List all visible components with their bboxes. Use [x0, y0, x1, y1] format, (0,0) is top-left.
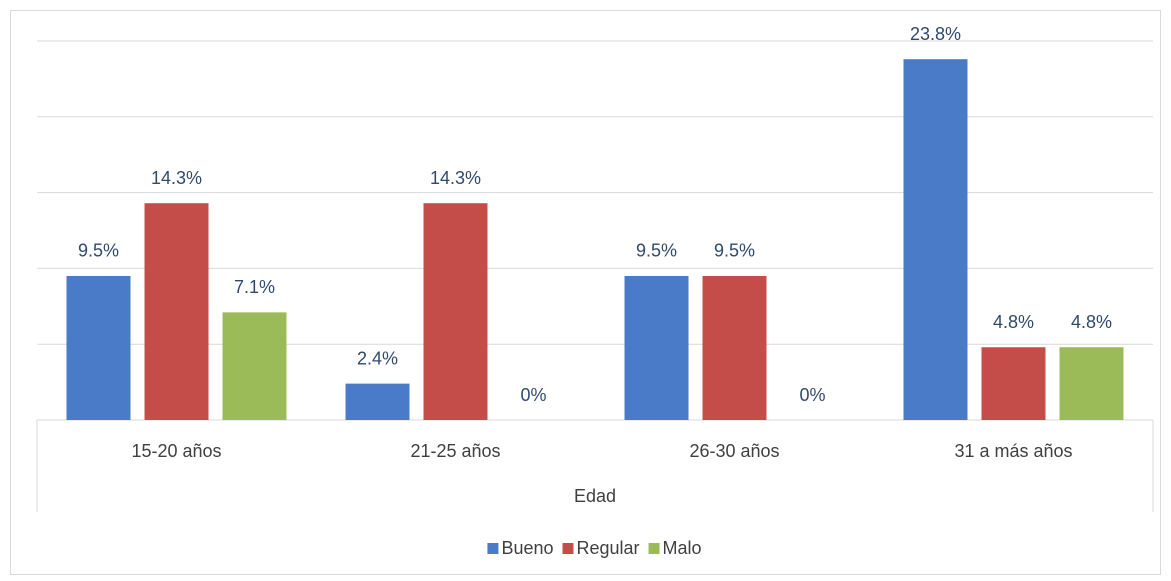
value-label: 9.5% [636, 241, 677, 261]
value-label: 2.4% [357, 348, 398, 368]
legend-label: Malo [663, 538, 702, 558]
legend-label: Bueno [501, 538, 553, 558]
x-tick-label: 15-20 años [131, 441, 221, 461]
bar [345, 383, 410, 420]
bar [702, 275, 767, 420]
value-label: 9.5% [714, 241, 755, 261]
legend-label: Regular [577, 538, 640, 558]
x-tick-label: 31 a más años [954, 441, 1072, 461]
value-label: 14.3% [430, 168, 481, 188]
bar [144, 203, 209, 420]
legend-swatch [562, 543, 574, 554]
value-label: 9.5% [78, 241, 119, 261]
value-label: 0% [520, 385, 546, 405]
bar [66, 275, 131, 420]
value-label: 14.3% [151, 168, 202, 188]
value-label: 4.8% [1071, 312, 1112, 332]
value-label: 23.8% [910, 24, 961, 44]
x-axis-title: Edad [574, 486, 616, 506]
legend-swatch [648, 543, 660, 554]
x-tick-label: 26-30 años [689, 441, 779, 461]
bar [624, 275, 689, 420]
value-label: 0% [799, 385, 825, 405]
bar [981, 347, 1046, 420]
bar [423, 203, 488, 420]
bar [222, 312, 287, 420]
value-label: 4.8% [993, 312, 1034, 332]
legend-swatch [487, 543, 499, 554]
x-tick-label: 21-25 años [410, 441, 500, 461]
value-label: 7.1% [234, 277, 275, 297]
bar [1059, 347, 1124, 420]
bar [903, 59, 968, 420]
